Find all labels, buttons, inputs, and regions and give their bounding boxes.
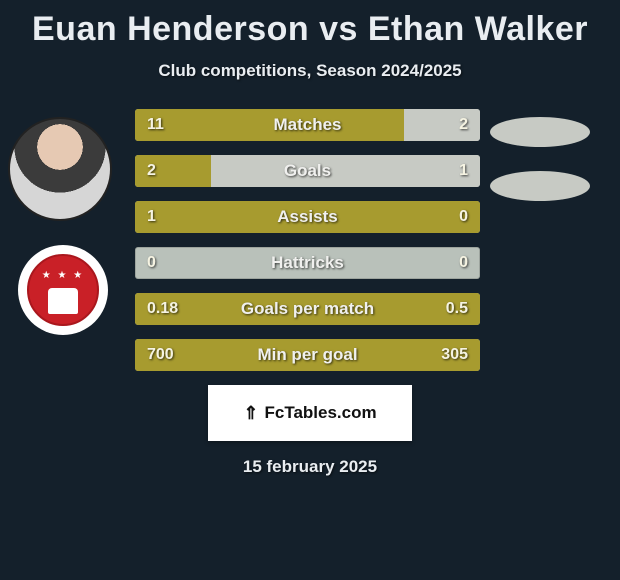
stat-value-left: 11 — [147, 109, 164, 141]
stat-bar-right-fill — [211, 155, 480, 187]
page-subtitle: Club competitions, Season 2024/2025 — [0, 61, 620, 81]
club-badge-right-placeholder — [490, 171, 590, 201]
brand-text: FcTables.com — [264, 403, 376, 423]
stat-bar: 21Goals — [135, 155, 480, 187]
stat-value-left: 1 — [147, 201, 156, 233]
stat-bar-left-fill — [135, 339, 480, 371]
page-title: Euan Henderson vs Ethan Walker — [0, 0, 620, 49]
stat-label: Hattricks — [135, 247, 480, 279]
stat-value-right: 305 — [441, 339, 468, 371]
footer-date: 15 february 2025 — [0, 457, 620, 477]
stat-value-left: 700 — [147, 339, 174, 371]
stat-value-right: 1 — [459, 155, 468, 187]
stat-bar-left-fill — [135, 109, 404, 141]
stat-value-left: 0 — [147, 247, 156, 279]
brand-badge: ⇑ FcTables.com — [208, 385, 412, 441]
stat-value-left: 2 — [147, 155, 156, 187]
stat-value-right: 0.5 — [446, 293, 468, 325]
player-photo-left — [8, 117, 112, 221]
stat-bar: 112Matches — [135, 109, 480, 141]
stat-bar: 10Assists — [135, 201, 480, 233]
brand-icon: ⇑ — [243, 403, 258, 424]
stat-bar-left-fill — [135, 201, 480, 233]
stat-value-right: 0 — [459, 201, 468, 233]
stat-bar: 700305Min per goal — [135, 339, 480, 371]
stat-bar-right-fill — [404, 109, 480, 141]
club-badge-left — [18, 245, 108, 335]
stat-bars-container: 112Matches21Goals10Assists00Hattricks0.1… — [135, 109, 480, 371]
player-photo-right-placeholder — [490, 117, 590, 147]
stat-value-left: 0.18 — [147, 293, 178, 325]
club-badge-inner-icon — [27, 254, 99, 326]
stat-bar-left-fill — [135, 293, 480, 325]
stat-value-right: 2 — [459, 109, 468, 141]
right-player-column — [490, 117, 600, 225]
stat-bar: 0 0Hattricks — [135, 247, 480, 279]
comparison-content: 112Matches21Goals10Assists00Hattricks0.1… — [0, 109, 620, 371]
left-player-column — [8, 109, 118, 335]
stat-value-right: 0 — [459, 247, 468, 279]
stat-bar: 0.180.5Goals per match — [135, 293, 480, 325]
